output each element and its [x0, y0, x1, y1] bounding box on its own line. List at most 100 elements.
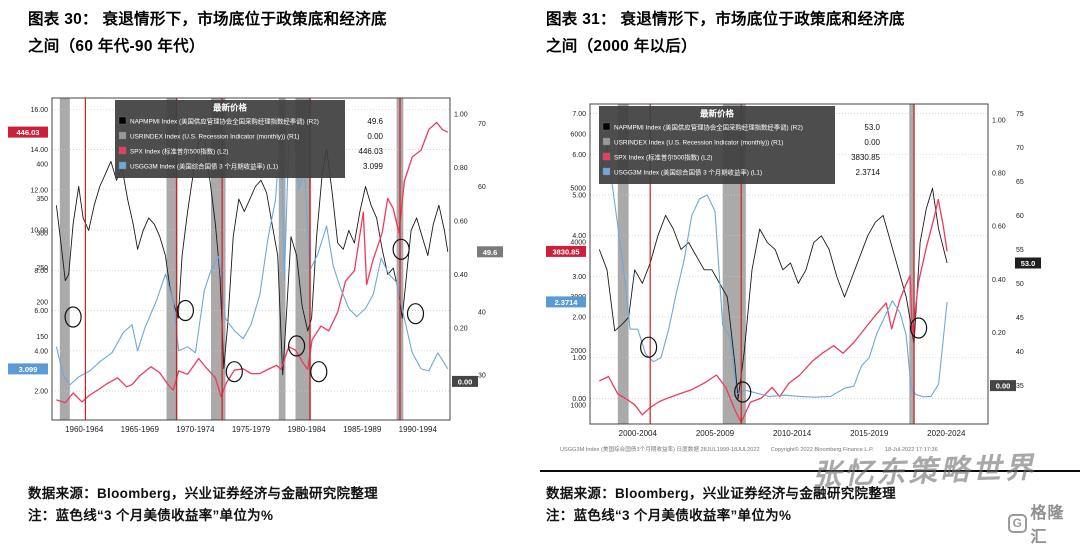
svg-text:USGG3M Index (美国综合国债3个月期收益率) 日: USGG3M Index (美国综合国债3个月期收益率) 日度数据 28JUL1… [560, 445, 938, 453]
svg-text:2000: 2000 [570, 348, 586, 355]
svg-text:5.00: 5.00 [572, 193, 586, 200]
divider-line [540, 470, 1080, 472]
figure-30-chart: 16.0014.0012.0010.008.006.004.002.004504… [8, 88, 530, 462]
svg-text:3830.85: 3830.85 [552, 247, 579, 256]
svg-text:1.00: 1.00 [454, 112, 468, 119]
svg-text:0.40: 0.40 [992, 277, 1006, 284]
svg-text:30: 30 [478, 372, 486, 379]
svg-text:USRINDEX Index (U.S. Recession: USRINDEX Index (U.S. Recession Indicator… [614, 140, 783, 147]
svg-text:USRINDEX Index (U.S. Recession: USRINDEX Index (U.S. Recession Indicator… [130, 134, 299, 141]
figure-31-note: 注：蓝色线“3 个月美债收益率”单位为% [546, 508, 792, 523]
gelonghui-logo-text: 格隆汇 [1030, 505, 1065, 546]
svg-text:400: 400 [36, 161, 48, 168]
svg-text:446.03: 446.03 [359, 147, 384, 156]
svg-text:2.3714: 2.3714 [555, 298, 579, 307]
svg-text:USGG3M Index (美国综合国债 3 个月期收益率): USGG3M Index (美国综合国债 3 个月期收益率) (L1) [614, 168, 762, 177]
svg-text:0.20: 0.20 [992, 330, 1006, 337]
svg-text:2005-2009: 2005-2009 [696, 429, 735, 438]
svg-text:1960-1964: 1960-1964 [65, 425, 104, 434]
svg-text:0.00: 0.00 [367, 132, 383, 141]
figure-30-title-line2: 之间（60 年代-90 年代） [28, 38, 205, 55]
svg-text:60: 60 [1016, 213, 1024, 220]
svg-text:16.00: 16.00 [30, 107, 48, 114]
svg-text:0.40: 0.40 [454, 272, 468, 279]
svg-text:6000: 6000 [570, 131, 586, 138]
svg-text:1970-1974: 1970-1974 [176, 425, 215, 434]
watermark-text: 张忆东策略世界 [811, 452, 1037, 492]
svg-text:6.00: 6.00 [572, 152, 586, 159]
svg-text:1965-1969: 1965-1969 [121, 425, 160, 434]
figure-30-source: 数据来源：Bloomberg，兴业证券经济与金融研究院整理 [28, 486, 378, 501]
svg-text:2015-2019: 2015-2019 [850, 429, 889, 438]
svg-text:3.00: 3.00 [572, 274, 586, 281]
svg-text:0.20: 0.20 [454, 325, 468, 332]
svg-text:49.6: 49.6 [483, 248, 498, 257]
figure-30-title: 图表 30： 衰退情形下，市场底位于政策底和经济底 之间（60 年代-90 年代… [28, 6, 528, 60]
svg-text:NAPMPMI Index (美国供应管理协会全国采购经理指: NAPMPMI Index (美国供应管理协会全国采购经理指数经季调) (R2) [614, 123, 803, 132]
svg-text:2.00: 2.00 [572, 315, 586, 322]
figure-31-title-line2: 之间（2000 年以后） [546, 38, 697, 55]
svg-text:0.00: 0.00 [864, 138, 880, 147]
svg-text:446.03: 446.03 [17, 128, 40, 137]
gelonghui-logo-icon: G [1008, 513, 1027, 533]
svg-text:0.60: 0.60 [992, 224, 1006, 231]
report-page: 图表 30： 衰退情形下，市场底位于政策底和经济底 之间（60 年代-90 年代… [8, 6, 1080, 546]
svg-text:350: 350 [36, 196, 48, 203]
svg-text:300: 300 [36, 230, 48, 237]
svg-text:最新价格: 最新价格 [213, 103, 248, 113]
svg-text:14.00: 14.00 [30, 147, 48, 154]
svg-text:0.00: 0.00 [458, 377, 473, 386]
figure-31-source: 数据来源：Bloomberg，兴业证券经济与金融研究院整理 [546, 486, 896, 501]
svg-text:0.60: 0.60 [454, 219, 468, 226]
svg-text:75: 75 [1016, 111, 1024, 118]
svg-text:3.099: 3.099 [19, 365, 38, 374]
svg-text:65: 65 [1016, 179, 1024, 186]
svg-text:1.00: 1.00 [992, 118, 1006, 125]
svg-text:8.00: 8.00 [34, 268, 48, 275]
svg-text:2010-2014: 2010-2014 [773, 429, 812, 438]
figure-31-chart: 7.00 6.00 5.00 4.00 3.00 2.00 1.00 0.00 6000 5000… [542, 92, 1074, 466]
figure-30-title-line1: 图表 30： 衰退情形下，市场底位于政策底和经济底 [28, 11, 387, 28]
svg-text:45: 45 [1016, 315, 1024, 322]
svg-text:NAPMPMI Index (美国供应管理协会全国采购经理指: NAPMPMI Index (美国供应管理协会全国采购经理指数经季调) (R2) [130, 117, 319, 126]
svg-text:1985-1989: 1985-1989 [343, 425, 382, 434]
svg-text:53.0: 53.0 [1021, 259, 1036, 268]
svg-text:最新价格: 最新价格 [700, 109, 735, 119]
svg-text:4000: 4000 [570, 240, 586, 247]
svg-text:2000-2004: 2000-2004 [619, 429, 658, 438]
svg-text:SPX Index (标准普尔500指数) (L2): SPX Index (标准普尔500指数) (L2) [614, 153, 712, 162]
svg-text:50: 50 [1016, 281, 1024, 288]
svg-text:250: 250 [36, 265, 48, 272]
svg-text:0.80: 0.80 [454, 165, 468, 172]
svg-text:1000: 1000 [570, 402, 586, 409]
gelonghui-logo: G 格隆汇 [1008, 499, 1080, 547]
svg-text:200: 200 [36, 299, 48, 306]
svg-text:49.6: 49.6 [367, 117, 383, 126]
svg-text:1980-1984: 1980-1984 [287, 425, 326, 434]
svg-text:4.00: 4.00 [34, 348, 48, 355]
figure-31-title: 图表 31： 衰退情形下，市场底位于政策底和经济底 之间（2000 年以后） [546, 6, 1046, 60]
svg-text:0.00: 0.00 [996, 382, 1011, 391]
figure-30-note: 注：蓝色线“3 个月美债收益率”单位为% [28, 508, 274, 523]
svg-text:1990-1994: 1990-1994 [399, 425, 438, 434]
svg-text:3.099: 3.099 [363, 162, 384, 171]
svg-text:12.00: 12.00 [30, 187, 48, 194]
svg-text:35: 35 [1016, 383, 1024, 390]
svg-text:53.0: 53.0 [864, 123, 880, 132]
svg-text:55: 55 [1016, 247, 1024, 254]
svg-text:USGG3M Index (美国综合国债 3 个月期收益率): USGG3M Index (美国综合国债 3 个月期收益率) (L1) [130, 162, 278, 171]
svg-text:0.80: 0.80 [992, 171, 1006, 178]
svg-text:7.00: 7.00 [572, 111, 586, 118]
svg-text:3830.85: 3830.85 [851, 153, 880, 162]
svg-text:4.00: 4.00 [572, 233, 586, 240]
svg-text:150: 150 [36, 334, 48, 341]
svg-text:6.00: 6.00 [34, 308, 48, 315]
svg-text:2.3714: 2.3714 [856, 168, 881, 177]
figure-31-title-line1: 图表 31： 衰退情形下，市场底位于政策底和经济底 [546, 11, 905, 28]
svg-text:40: 40 [1016, 349, 1024, 356]
svg-text:SPX Index (标准普尔500指数) (L2): SPX Index (标准普尔500指数) (L2) [130, 147, 228, 156]
svg-text:1.00: 1.00 [572, 355, 586, 362]
svg-text:10.00: 10.00 [30, 228, 48, 235]
svg-text:1975-1979: 1975-1979 [232, 425, 271, 434]
svg-text:70: 70 [478, 121, 486, 128]
